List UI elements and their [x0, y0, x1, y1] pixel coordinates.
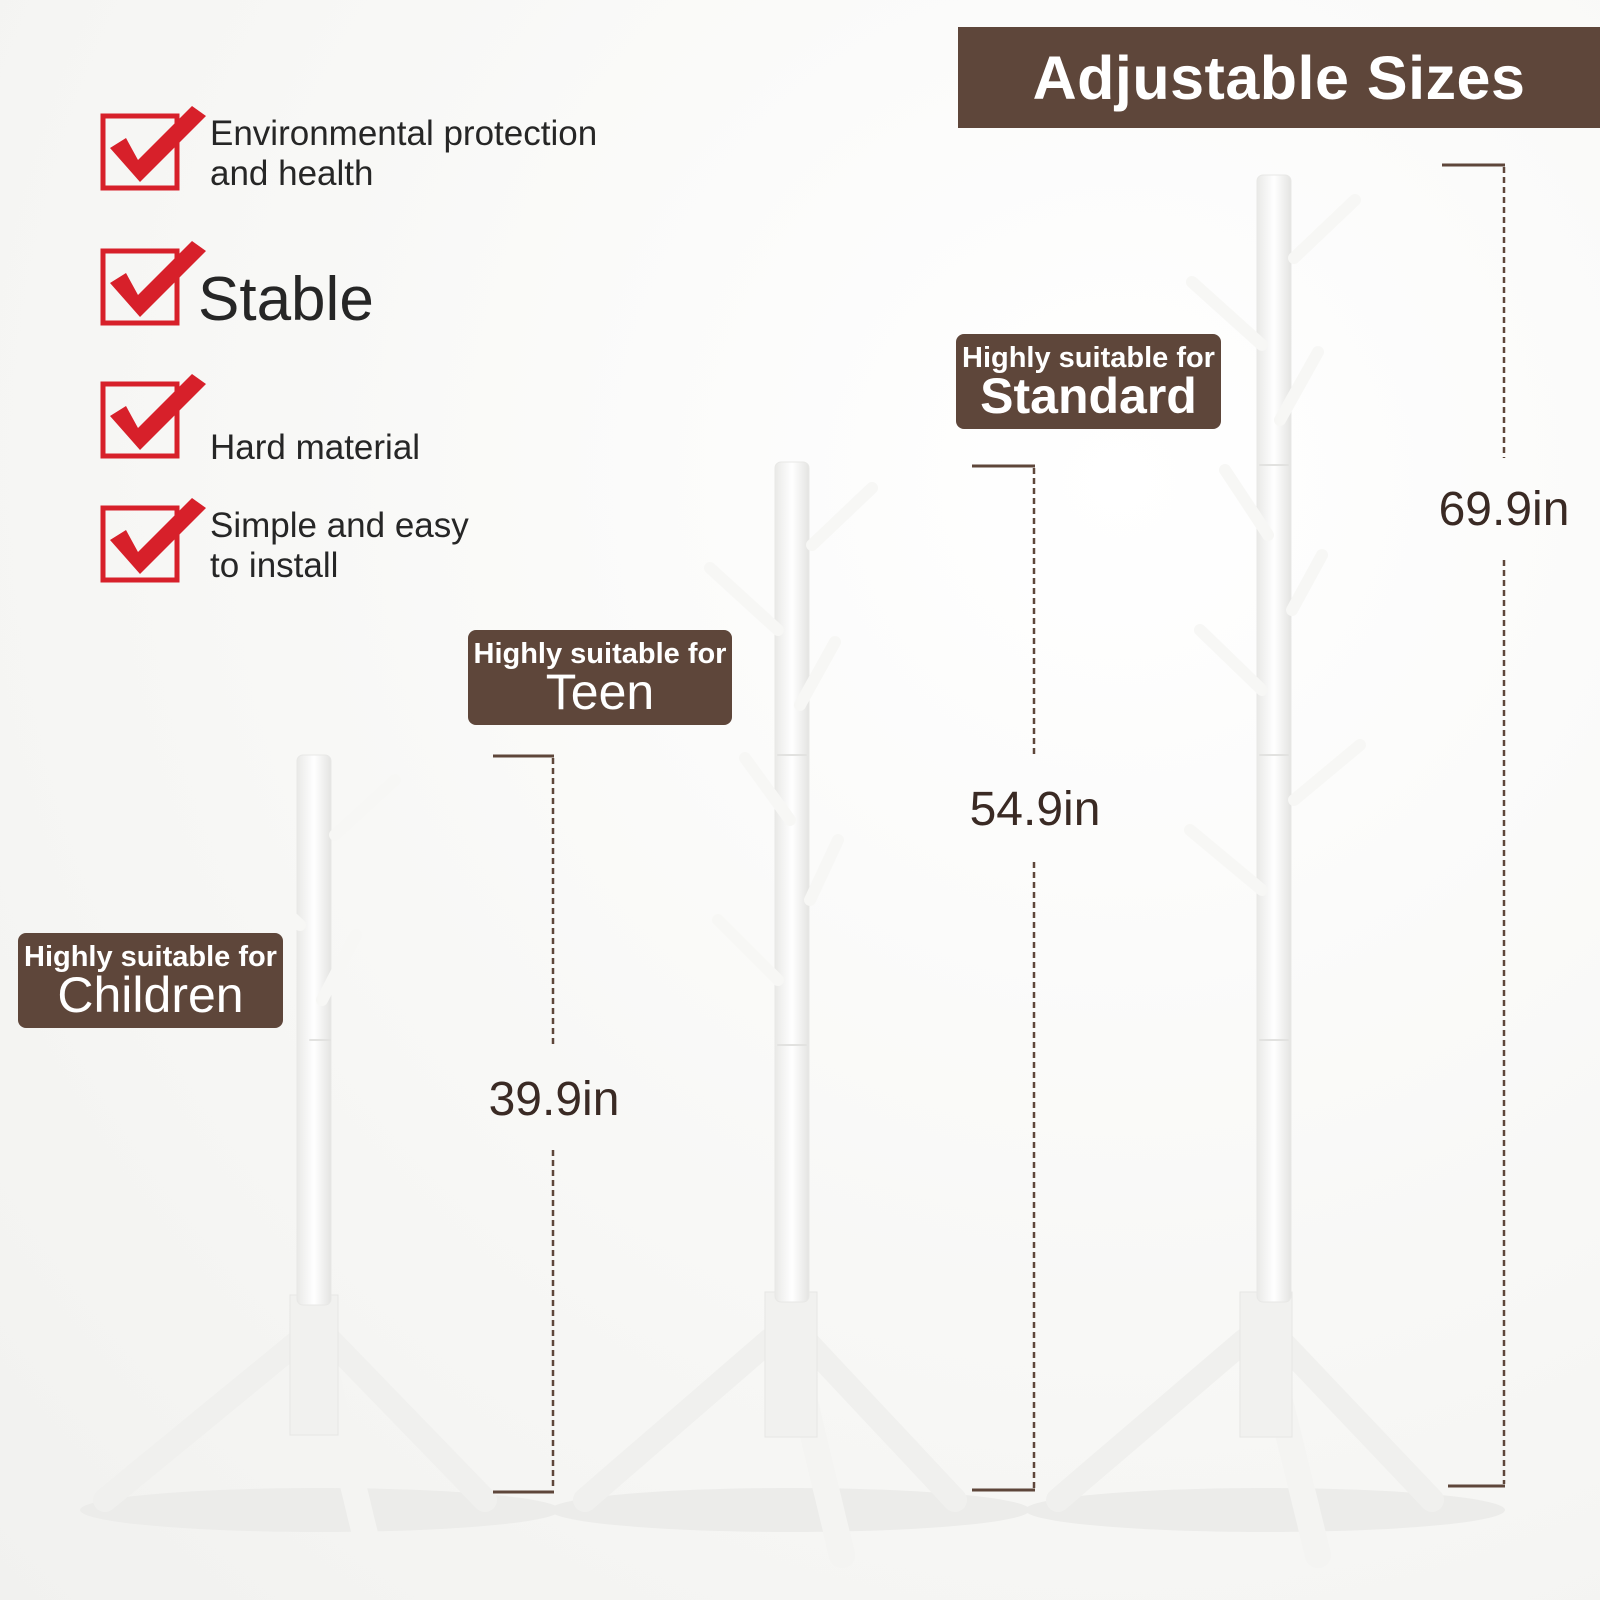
- feature-label-line2: and health: [210, 154, 374, 193]
- feature-label: Environmental protection: [210, 114, 598, 153]
- floor-shadow: [550, 1488, 1030, 1532]
- feature-label-line2: to install: [210, 546, 339, 585]
- coat-rack-standard: [1046, 174, 1444, 1568]
- badge-label: Standard: [980, 368, 1197, 424]
- feature-label: Simple and easy: [210, 506, 469, 545]
- dimension-line-teen: [972, 464, 1036, 1492]
- badge-label: Teen: [545, 664, 655, 720]
- dimension-line-children: [493, 754, 555, 1494]
- badge-label: Children: [57, 967, 244, 1023]
- feature-item: Stable: [100, 232, 374, 332]
- red-checkbox-icon: [100, 374, 206, 459]
- feature-label: Stable: [198, 265, 374, 334]
- red-checkbox-icon: [100, 498, 206, 583]
- height-measurement-children: 39.9in: [488, 1073, 620, 1126]
- floor-shadow: [80, 1488, 560, 1532]
- floor-shadow: [1025, 1488, 1505, 1532]
- coat-rack-children: [93, 754, 497, 1568]
- red-checkbox-icon: [100, 241, 206, 326]
- coat-rack-teen: [573, 461, 967, 1568]
- feature-label: Hard material: [210, 428, 421, 467]
- feature-item: Environmental protection and health: [100, 100, 597, 194]
- badge-prefix: Highly suitable for: [24, 941, 277, 973]
- dimension-line-standard: [1442, 163, 1506, 1488]
- size-badge-teen: Highly suitable for Teen: [468, 630, 732, 725]
- size-badge-standard: Highly suitable for Standard: [956, 334, 1221, 429]
- height-measurement-standard: 69.9in: [1438, 483, 1570, 536]
- height-measurement-teen: 54.9in: [969, 783, 1101, 836]
- page-title: Adjustable Sizes: [958, 27, 1600, 128]
- feature-item: Hard material: [100, 362, 420, 468]
- badge-prefix: Highly suitable for: [473, 638, 727, 670]
- feature-item: Simple and easy to install: [100, 492, 469, 586]
- size-badge-children: Highly suitable for Children: [18, 933, 283, 1028]
- badge-prefix: Highly suitable for: [962, 342, 1215, 374]
- red-checkbox-icon: [100, 106, 206, 191]
